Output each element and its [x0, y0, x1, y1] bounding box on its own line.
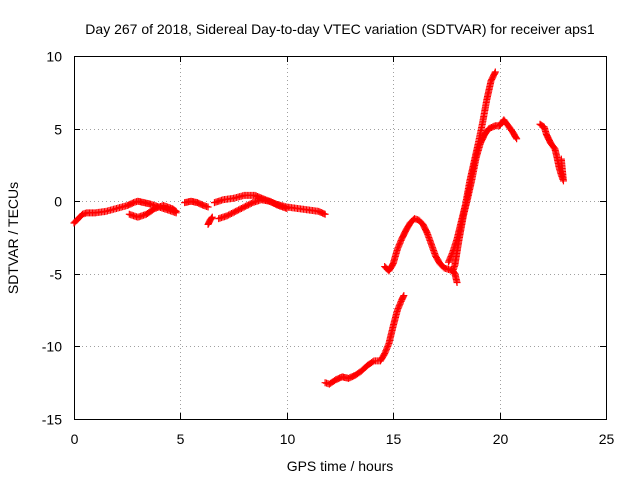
series-trace-j — [449, 116, 521, 275]
data-point — [283, 204, 291, 212]
x-axis-ticks: 0 5 10 15 20 25 — [71, 56, 615, 447]
y-tick-label: 10 — [46, 49, 62, 65]
series-trace-a — [70, 197, 180, 227]
x-tick-label: 25 — [599, 431, 615, 447]
x-tick-label: 20 — [493, 431, 509, 447]
series-trace-d — [204, 213, 216, 228]
chart-title: Day 267 of 2018, Sidereal Day-to-day VTE… — [85, 21, 595, 37]
x-tick-label: 10 — [280, 431, 296, 447]
series-trace-h — [381, 215, 461, 287]
data-point — [208, 213, 216, 221]
data-point — [512, 134, 520, 142]
data-point — [321, 210, 329, 218]
x-tick-label: 5 — [177, 431, 185, 447]
series-trace-c — [181, 197, 212, 211]
data-point — [208, 214, 216, 222]
data-point — [557, 155, 565, 163]
series-trace-b — [125, 202, 180, 221]
data-point — [172, 207, 180, 215]
y-axis-label: SDTVAR / TECUs — [5, 182, 21, 294]
grid-lines — [74, 56, 606, 419]
series-trace-f — [215, 196, 291, 223]
data-point — [400, 292, 408, 300]
y-tick-label: 0 — [54, 194, 62, 210]
series-trace-g — [321, 292, 408, 388]
data-point — [204, 203, 212, 211]
x-tick-label: 0 — [71, 431, 79, 447]
data-point — [491, 69, 499, 77]
data-point — [453, 279, 461, 287]
data-point — [171, 207, 179, 215]
y-tick-label: -5 — [50, 267, 63, 283]
data-point — [513, 135, 521, 143]
y-tick-label: -15 — [42, 412, 62, 428]
x-tick-label: 15 — [386, 431, 402, 447]
data-markers — [70, 68, 567, 388]
y-tick-label: -10 — [42, 339, 62, 355]
y-axis-ticks: -15 -10 -5 0 5 10 — [42, 49, 606, 428]
plot-frame — [74, 56, 607, 420]
x-axis-label: GPS time / hours — [287, 458, 394, 474]
y-tick-label: 5 — [54, 122, 62, 138]
series-trace-k — [536, 120, 567, 185]
data-point — [491, 68, 499, 76]
